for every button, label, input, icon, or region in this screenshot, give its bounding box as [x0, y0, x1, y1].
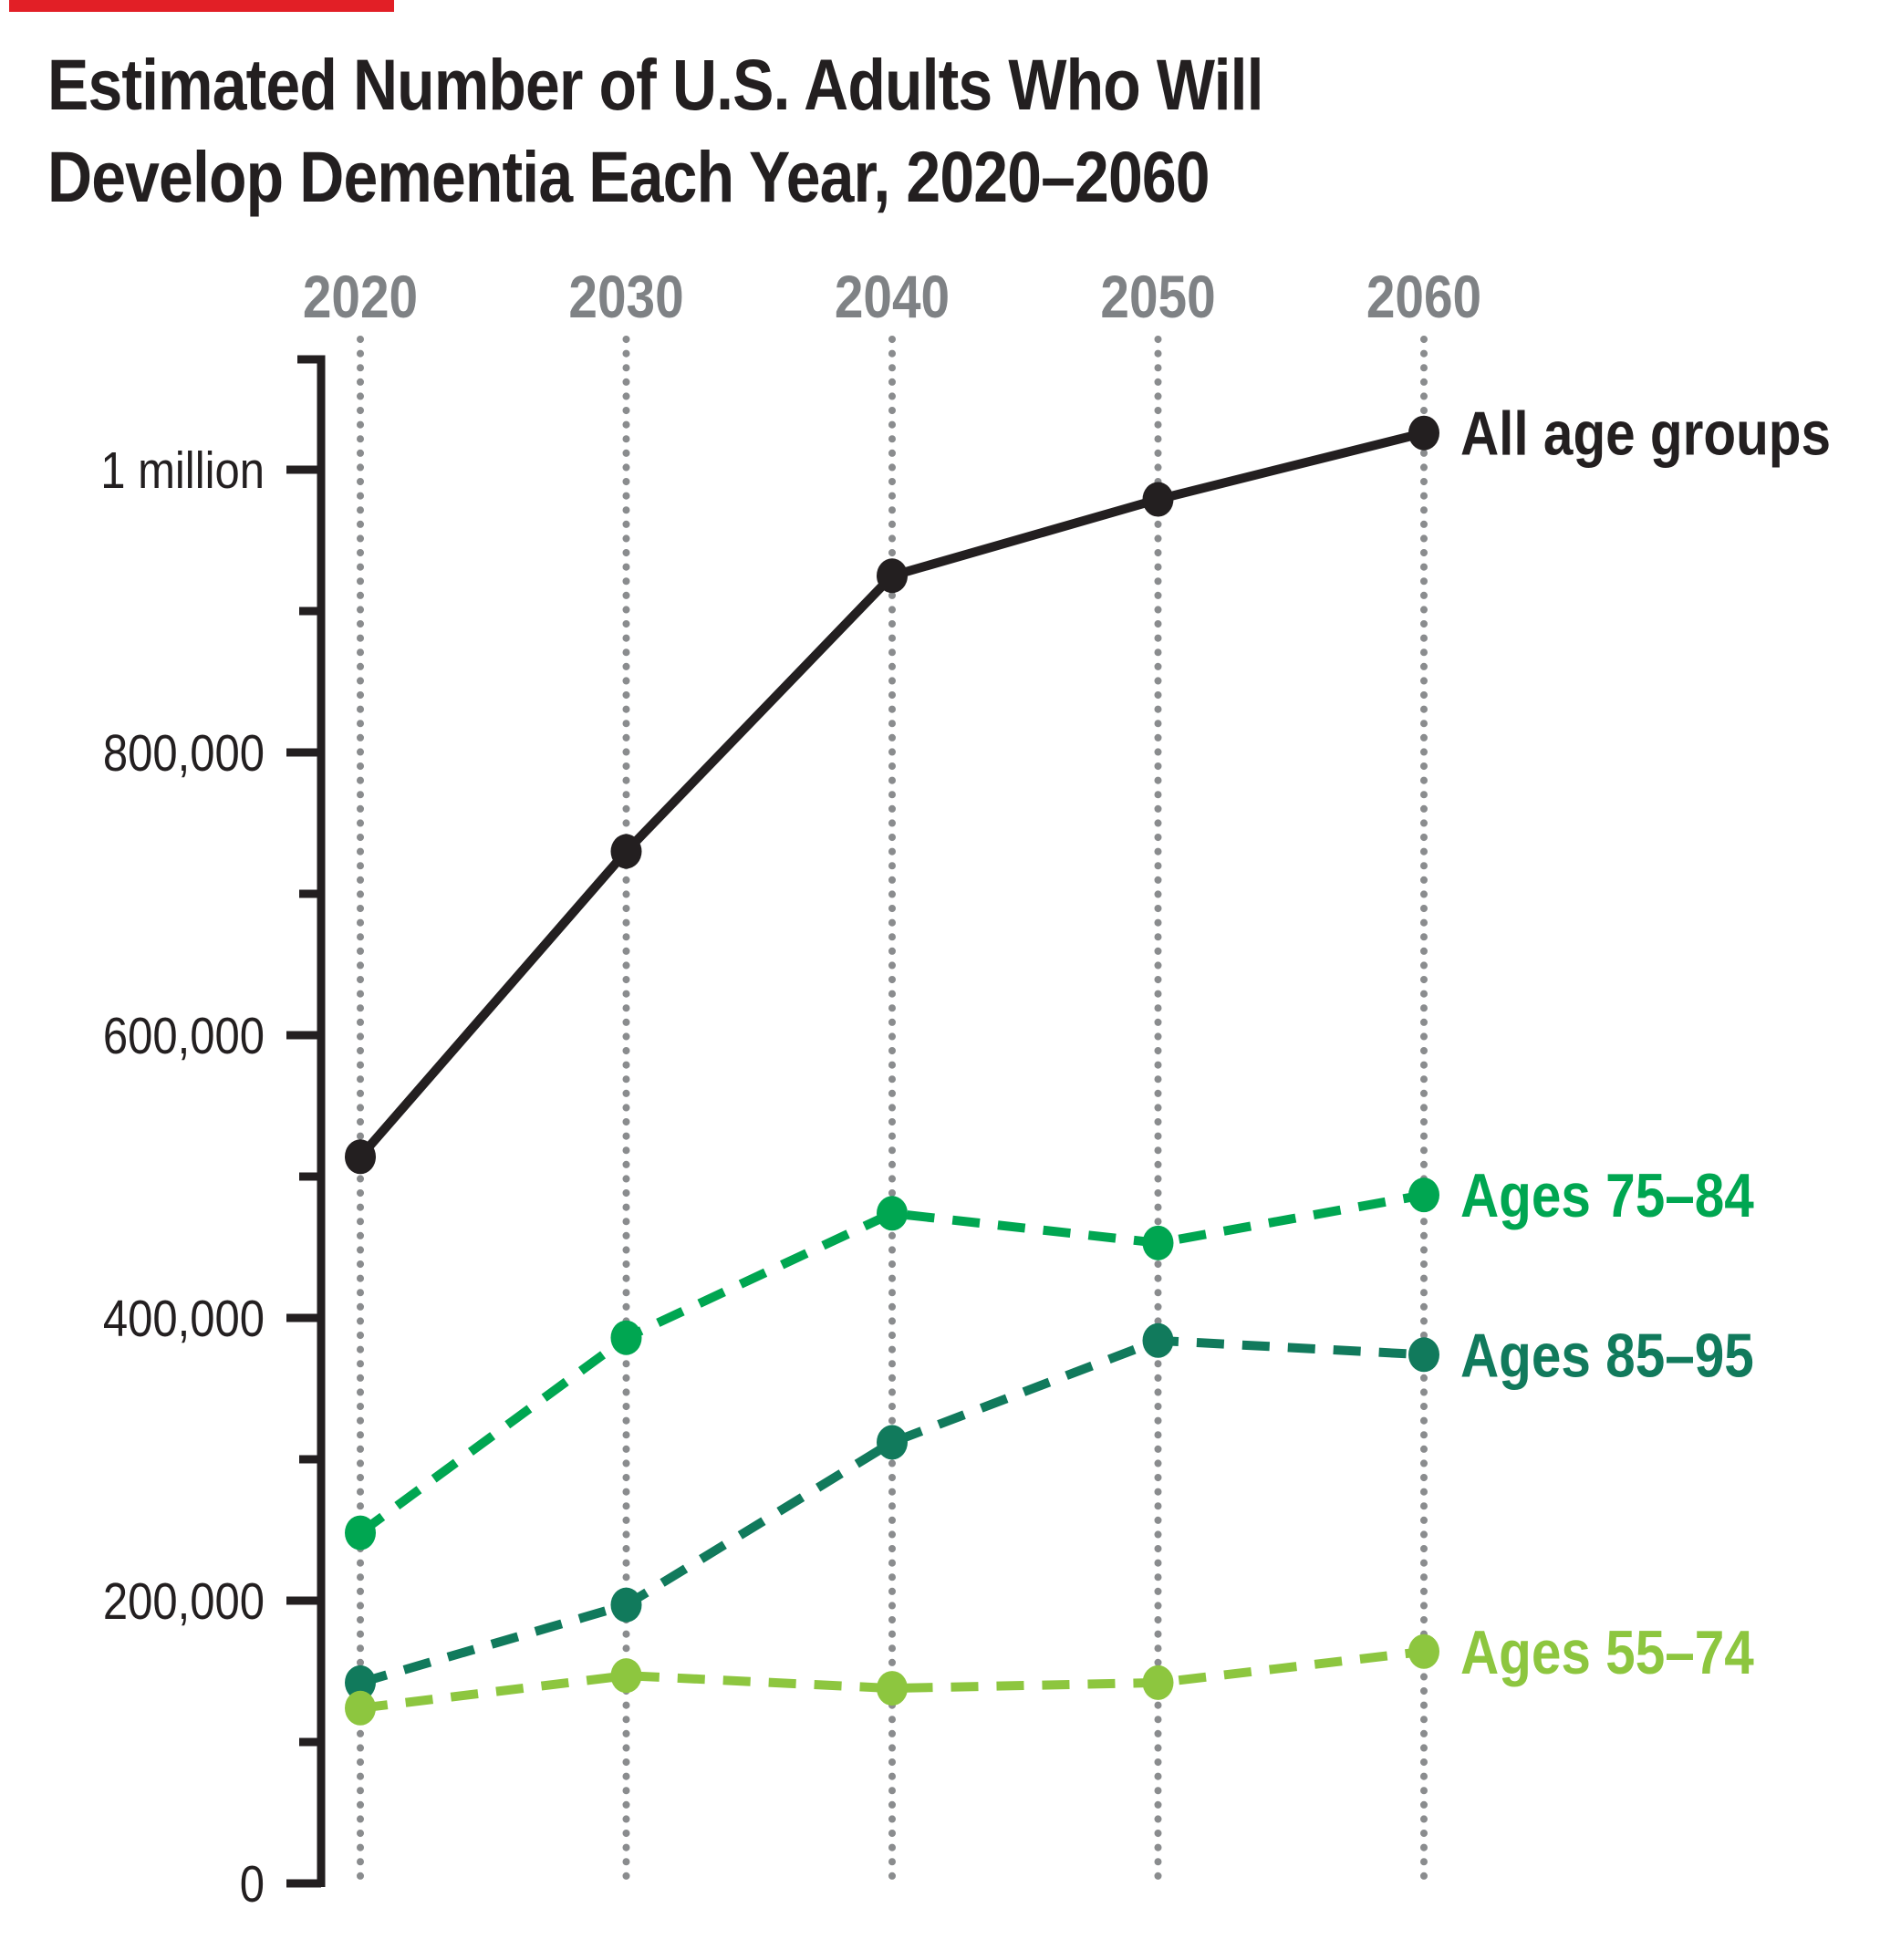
page-title: Estimated Number of U.S. Adults Who Will…	[47, 38, 1461, 223]
y-tick-label-1000000: 1 million	[100, 442, 265, 500]
x-tick-label-2050: 2050	[1100, 264, 1215, 331]
series-marker-ages-85-95-2060	[1408, 1337, 1439, 1373]
x-tick-label-2040: 2040	[835, 264, 950, 331]
series-label-ages-55-74: Ages 55–74	[1460, 1619, 1754, 1687]
series-marker-ages-75-84-2040	[877, 1196, 908, 1231]
series-line-ages-75-84	[358, 1190, 1425, 1537]
series-marker-all-age-groups-2060	[1408, 415, 1439, 451]
y-tick-label-400000: 400,000	[103, 1291, 265, 1348]
chart-header: Estimated Number of U.S. Adults Who Will…	[47, 38, 1461, 223]
series-marker-ages-75-84-2030	[610, 1320, 642, 1355]
series-marker-ages-85-95-2030	[610, 1587, 642, 1623]
series-marker-ages-75-84-2050	[1142, 1225, 1174, 1260]
series-marker-all-age-groups-2030	[610, 834, 642, 869]
accent-bar	[9, 0, 394, 12]
x-tick-label-2030: 2030	[568, 264, 683, 331]
series-line-ages-85-95	[358, 1335, 1425, 1687]
y-tick-label-800000: 800,000	[103, 725, 265, 783]
series-marker-all-age-groups-2020	[345, 1139, 376, 1175]
y-tick-label-600000: 600,000	[103, 1008, 265, 1065]
series-marker-all-age-groups-2050	[1142, 482, 1174, 517]
x-tick-label-2020: 2020	[303, 264, 418, 331]
title-line-2: Develop Dementia Each Year, 2020–2060	[47, 136, 1210, 218]
series-marker-ages-85-95-2050	[1142, 1322, 1174, 1358]
title-line-1: Estimated Number of U.S. Adults Who Will	[47, 44, 1263, 125]
series-marker-ages-75-84-2020	[345, 1515, 376, 1550]
series-marker-ages-85-95-2020	[345, 1664, 376, 1700]
series-marker-ages-55-74-2050	[1142, 1664, 1174, 1700]
x-tick-label-2060: 2060	[1366, 264, 1481, 331]
y-tick-label-0: 0	[240, 1856, 265, 1913]
y-tick-label-200000: 200,000	[103, 1573, 265, 1631]
series-marker-ages-75-84-2060	[1408, 1177, 1439, 1213]
series-marker-ages-55-74-2040	[877, 1671, 908, 1706]
series-label-all-age-groups: All age groups	[1460, 400, 1831, 469]
series-marker-ages-55-74-2020	[345, 1690, 376, 1726]
series-marker-ages-85-95-2040	[877, 1425, 908, 1460]
series-line-ages-55-74	[359, 1646, 1425, 1713]
series-label-ages-75-84: Ages 75–84	[1460, 1162, 1754, 1230]
series-marker-ages-55-74-2060	[1408, 1633, 1439, 1669]
series-marker-all-age-groups-2040	[877, 558, 908, 594]
series-marker-ages-55-74-2030	[610, 1658, 642, 1694]
series-label-ages-85-95: Ages 85–95	[1460, 1322, 1754, 1390]
